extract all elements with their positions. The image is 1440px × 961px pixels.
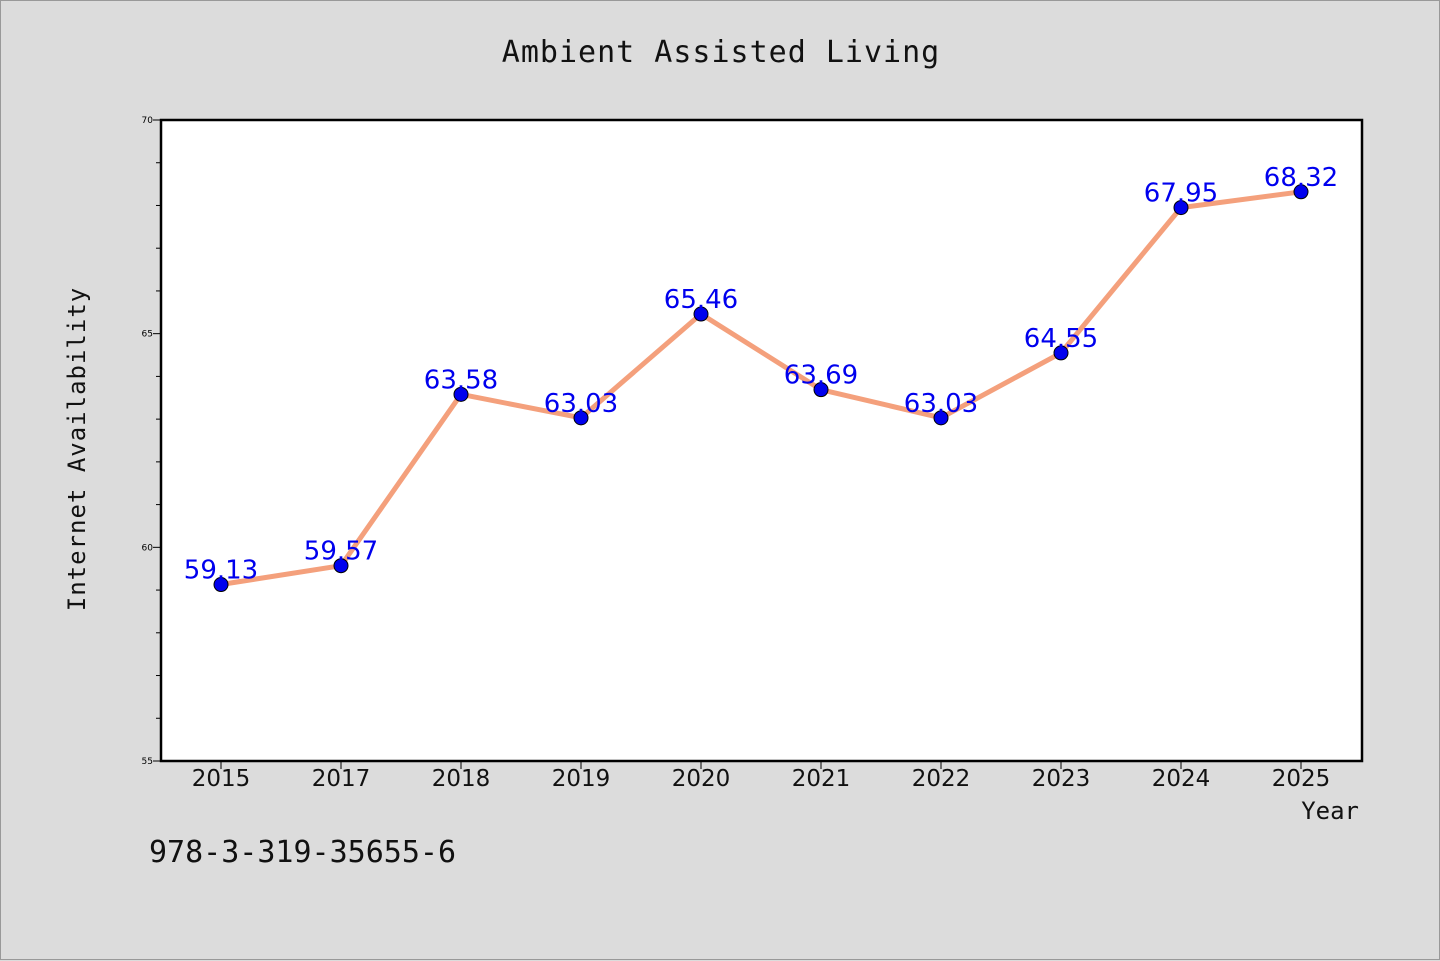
x-axis-label: Year: [1301, 797, 1359, 825]
x-tick-label: 2023: [1032, 766, 1091, 792]
y-tick-label: 60: [142, 543, 154, 553]
data-point: [333, 558, 349, 574]
chart-title: Ambient Assisted Living: [501, 35, 941, 70]
data-point: [1293, 184, 1309, 200]
data-label: 59.57: [304, 537, 378, 567]
x-tick-label: 2020: [672, 766, 731, 792]
x-tick-label: 2025: [1272, 766, 1331, 792]
y-axis-label: Internet Availability: [63, 286, 91, 612]
series-line: [218, 189, 1304, 588]
data-label: 63.03: [544, 389, 618, 419]
data-label: 63.69: [784, 361, 858, 391]
x-tick-label: 2019: [552, 766, 611, 792]
data-point: [933, 410, 949, 426]
plot-frame: [159, 118, 1364, 763]
x-tick-label: 2018: [432, 766, 491, 792]
data-point: [1053, 345, 1069, 361]
data-label: 67.95: [1144, 179, 1218, 209]
data-point: [813, 382, 829, 398]
data-point: [693, 306, 709, 322]
x-tick-label: 2022: [912, 766, 971, 792]
x-tick-label: 2024: [1152, 766, 1211, 792]
data-label: 68.32: [1264, 163, 1338, 193]
data-label: 59.13: [184, 556, 258, 586]
y-tick-label: 70: [142, 116, 154, 126]
data-label: 64.55: [1024, 324, 1098, 354]
data-label: 65.46: [664, 285, 738, 315]
x-tick-label: 2015: [192, 766, 251, 792]
y-tick-label: 55: [142, 757, 153, 767]
data-point: [453, 386, 469, 402]
x-tick-label: 2021: [792, 766, 851, 792]
data-label: 63.03: [904, 389, 978, 419]
data-point: [573, 410, 589, 426]
data-label: 63.58: [424, 365, 498, 395]
y-tick-label: 65: [142, 330, 153, 340]
data-point: [213, 577, 229, 593]
data-point: [1173, 200, 1189, 216]
isbn-text: 978-3-319-35655-6: [149, 835, 457, 870]
x-tick-label: 2017: [312, 766, 371, 792]
